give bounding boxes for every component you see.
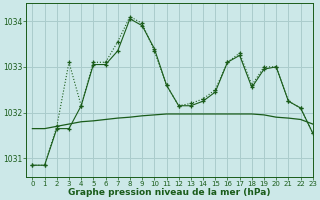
X-axis label: Graphe pression niveau de la mer (hPa): Graphe pression niveau de la mer (hPa): [68, 188, 271, 197]
